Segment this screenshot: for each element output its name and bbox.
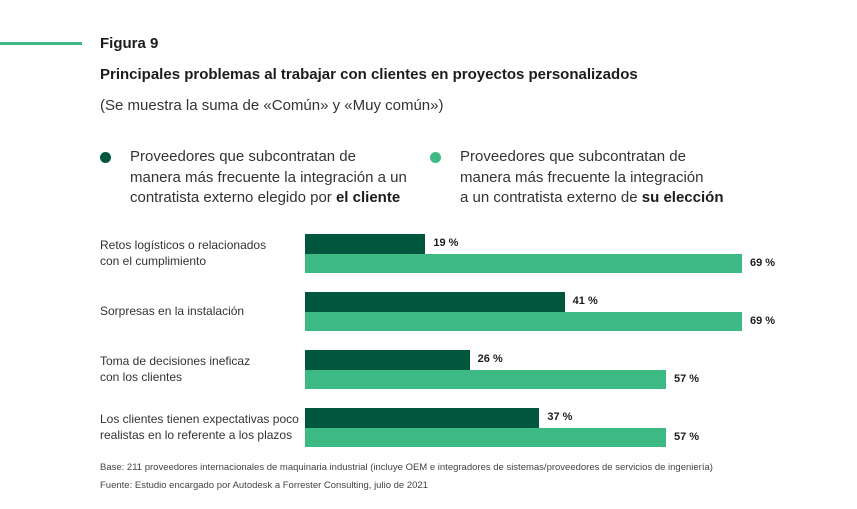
legend-line: Proveedores que subcontratan de	[130, 148, 356, 165]
legend-text: Proveedores que subcontratan de manera m…	[460, 147, 723, 209]
data-label: 69 %	[750, 314, 776, 327]
category-label: Los clientes tienen expectativas poco rea…	[100, 411, 300, 443]
category-label-line: con los clientes	[100, 369, 183, 384]
legend-line: manera más frecuente la integración	[460, 168, 704, 186]
legend-dot-dark-icon	[100, 152, 111, 163]
footnote-source: Fuente: Estudio encargado por Autodesk a…	[100, 480, 428, 491]
bar-client-chosen	[305, 408, 540, 428]
footnote-base: Base: 211 proveedores internacionales de…	[100, 462, 713, 473]
category-label-line: Toma de decisiones ineficaz	[100, 353, 251, 368]
legend-line: contratista externo elegido por el clien…	[130, 188, 407, 209]
legend-line-text: contratista externo elegido por	[130, 189, 336, 206]
category-label-line: Retos logísticos o relacionados	[100, 237, 267, 252]
data-label: 69 %	[750, 256, 776, 269]
bar-own-choice	[305, 369, 666, 389]
bar-client-chosen	[305, 234, 426, 254]
legend-line: manera más frecuente la integración a un	[130, 168, 407, 186]
chart-title: Principales problemas al trabajar con cl…	[100, 66, 638, 83]
figure-label: Figura 9	[100, 35, 159, 52]
category-label: Toma de decisiones ineficaz con los clien…	[100, 353, 300, 385]
legend-line: Proveedores que subcontratan de	[460, 148, 686, 165]
legend-text: Proveedores que subcontratan de manera m…	[130, 147, 407, 209]
chart-subtitle: (Se muestra la suma de «Común» y «Muy co…	[100, 97, 444, 114]
data-label: 37 %	[547, 411, 573, 423]
accent-line	[0, 42, 82, 45]
category-label: Retos logísticos o relacionados con el cu…	[100, 237, 300, 269]
legend-bold-text: el cliente	[335, 189, 401, 206]
data-label: 57 %	[674, 372, 700, 385]
bar-client-chosen	[305, 292, 565, 312]
data-label: 26 %	[477, 353, 503, 365]
legend-bold-text: su elección	[641, 189, 724, 206]
category-label: Sorpresas en la instalación	[100, 303, 300, 319]
data-label: 19 %	[433, 237, 459, 249]
legend-line: a un contratista externo de su elección	[460, 188, 723, 209]
bar-own-choice	[305, 253, 742, 273]
bar-own-choice	[305, 427, 666, 447]
data-label: 57 %	[674, 430, 700, 443]
bar-own-choice	[305, 311, 742, 331]
legend-line-text: a un contratista externo de	[460, 189, 642, 206]
data-label: 41 %	[572, 295, 598, 307]
category-label-line: con el cumplimiento	[100, 253, 207, 268]
category-label-line: Sorpresas en la instalación	[100, 303, 245, 318]
bar-client-chosen	[305, 350, 470, 370]
legend-dot-light-icon	[430, 152, 441, 163]
category-label-line: realistas en lo referente a los plazos	[100, 427, 293, 442]
category-label-line: Los clientes tienen expectativas poco	[100, 411, 299, 426]
